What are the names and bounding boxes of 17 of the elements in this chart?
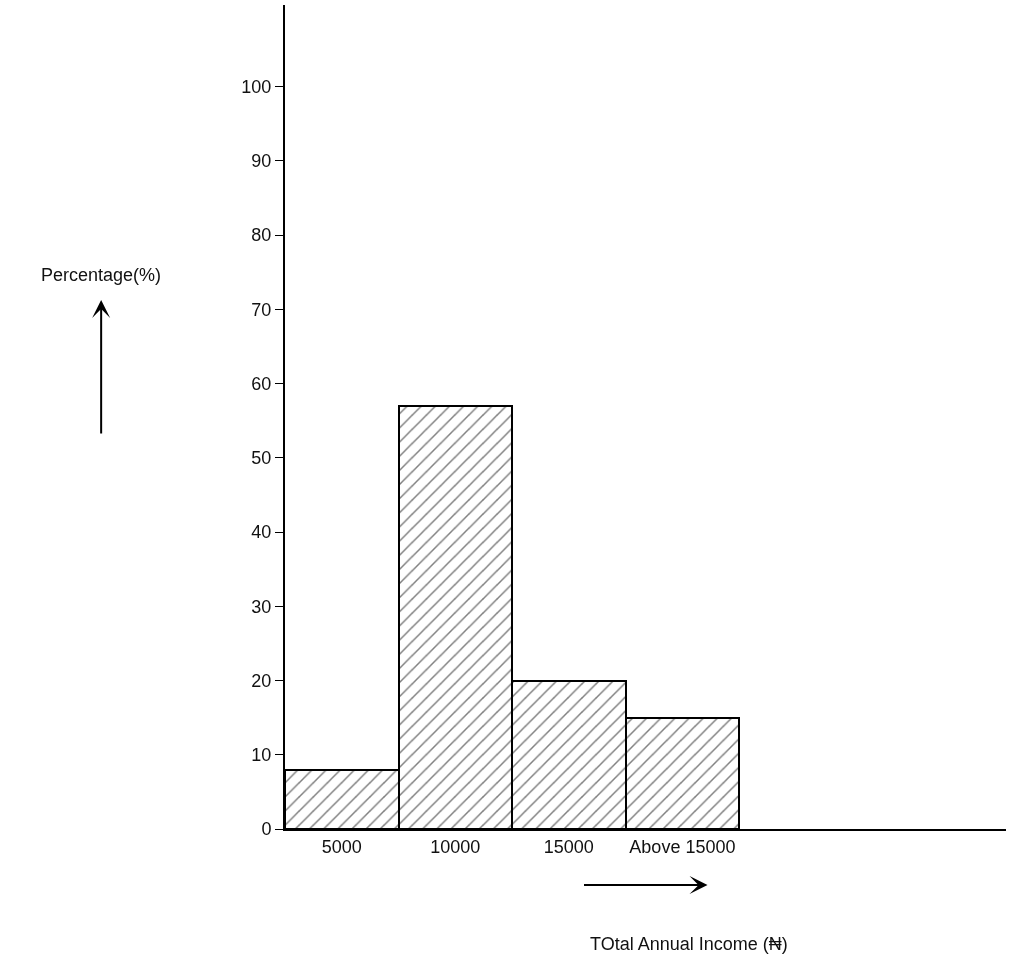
y-tick-label: 50 bbox=[251, 448, 272, 469]
x-tick-label: 5000 bbox=[321, 836, 362, 857]
y-axis-title: Percentage(%) bbox=[41, 265, 162, 285]
y-tick-label: 100 bbox=[241, 76, 272, 97]
y-tick-label: 90 bbox=[251, 151, 272, 172]
x-axis-title: TOtal Annual Income (₦) bbox=[590, 934, 788, 954]
y-tick-label: 70 bbox=[251, 299, 272, 320]
x-tick-label: Above 15000 bbox=[629, 836, 736, 857]
y-tick-label: 60 bbox=[251, 373, 272, 394]
x-tick-label: 10000 bbox=[430, 836, 481, 857]
y-tick-label: 40 bbox=[251, 522, 272, 543]
y-tick-label: 10 bbox=[251, 745, 272, 766]
x-tick-label: 15000 bbox=[543, 836, 594, 857]
y-tick-label: 20 bbox=[251, 670, 272, 691]
y-tick-label: 30 bbox=[251, 596, 272, 617]
y-tick-label: 80 bbox=[251, 225, 272, 246]
y-tick-label: 0 bbox=[261, 819, 272, 840]
